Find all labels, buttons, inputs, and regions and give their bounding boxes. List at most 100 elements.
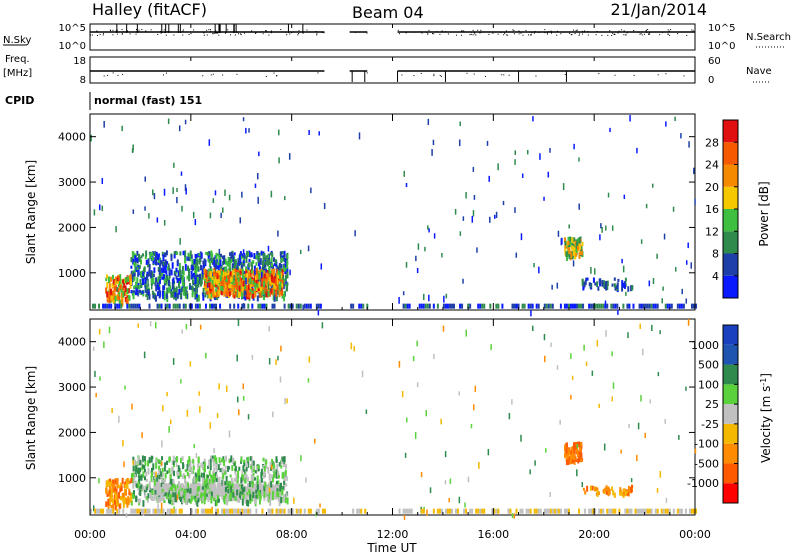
nsearch-point <box>93 31 95 33</box>
nsearch-point <box>208 29 210 31</box>
nsearch-point <box>475 34 477 36</box>
radar-pixel <box>255 498 258 502</box>
radar-pixel <box>220 253 223 258</box>
radar-pixel <box>207 465 210 469</box>
radar-pixel <box>128 480 131 484</box>
radar-pixel <box>164 492 167 496</box>
radar-pixel <box>185 187 187 195</box>
radar-pixel <box>251 486 254 492</box>
ground-pixel <box>229 303 232 309</box>
radar-pixel <box>656 488 659 493</box>
nsearch-point <box>691 29 693 31</box>
radar-pixel <box>690 262 692 269</box>
radar-pixel <box>253 265 256 270</box>
radar-pixel <box>354 230 356 237</box>
ground-pixel <box>204 508 207 514</box>
nsearch-point <box>646 32 648 34</box>
nsearch-point <box>210 30 212 32</box>
radar-pixel <box>227 465 230 472</box>
ground-pixel <box>291 508 294 514</box>
radar-pixel <box>266 281 269 288</box>
radar-pixel <box>187 459 190 465</box>
nsearch-point <box>145 30 147 32</box>
radar-pixel <box>200 462 203 468</box>
radar-pixel <box>621 280 624 287</box>
radar-pixel <box>257 273 260 279</box>
radar-pixel <box>490 344 492 351</box>
radar-pixel <box>188 498 191 503</box>
radar-pixel <box>155 284 158 292</box>
radar-pixel <box>236 495 239 500</box>
radar-pixel <box>114 479 117 485</box>
radar-pixel <box>579 248 582 255</box>
ground-pixel <box>295 303 298 309</box>
nsearch-point <box>316 33 318 35</box>
ground-pixel <box>610 508 613 514</box>
radar-pixel <box>221 488 224 495</box>
radar-pixel <box>118 504 121 509</box>
radar-pixel <box>265 291 268 298</box>
radar-pixel <box>134 474 137 479</box>
radar-pixel <box>163 261 166 268</box>
radar-pixel <box>608 488 611 495</box>
ground-pixel <box>202 508 205 514</box>
radar-pixel <box>98 328 101 335</box>
radar-pixel <box>228 261 231 269</box>
y-tick-label: 4000 <box>58 131 86 144</box>
ground-pixel <box>198 303 201 309</box>
radar-pixel <box>565 457 568 462</box>
radar-pixel <box>232 270 235 277</box>
ground-pixel <box>493 508 496 514</box>
radar-pixel <box>168 425 170 433</box>
radar-pixel <box>284 283 287 287</box>
radar-pixel <box>138 498 141 503</box>
radar-pixel <box>194 490 197 497</box>
radar-pixel <box>514 150 517 155</box>
ground-pixel <box>539 508 542 514</box>
radar-pixel <box>549 148 551 153</box>
ground-pixel <box>144 508 147 514</box>
ground-pixel <box>624 508 627 514</box>
radar-pixel <box>136 258 139 262</box>
velocity-colorbar-swatch <box>723 443 738 464</box>
radar-pixel <box>150 271 153 279</box>
radar-pixel <box>289 269 291 276</box>
radar-pixel <box>251 478 254 484</box>
radar-pixel <box>448 497 450 503</box>
radar-pixel <box>257 484 260 490</box>
radar-pixel <box>264 490 267 497</box>
radar-pixel <box>131 403 133 410</box>
velocity-colorbar-swatch <box>723 423 738 444</box>
radar-pixel <box>588 282 591 287</box>
power-colorbar-tick-label: 28 <box>705 136 719 149</box>
radar-pixel <box>154 282 157 287</box>
radar-pixel <box>228 466 231 470</box>
radar-pixel <box>226 500 229 506</box>
ground-pixel <box>267 508 270 514</box>
radar-pixel <box>573 143 575 150</box>
radar-pixel <box>166 275 169 281</box>
radar-pixel <box>285 483 288 487</box>
radar-pixel <box>609 127 611 133</box>
radar-pixel <box>465 329 467 337</box>
radar-pixel <box>286 497 289 505</box>
ground-pixel <box>406 303 409 309</box>
radar-pixel <box>127 294 130 300</box>
radar-pixel <box>258 494 261 499</box>
radar-pixel <box>307 378 310 383</box>
ground-pixel <box>166 303 169 309</box>
nsearch-point <box>115 30 117 32</box>
radar-pixel <box>201 496 204 501</box>
radar-pixel <box>212 257 215 264</box>
radar-pixel <box>134 267 137 273</box>
ground-pixel <box>630 508 633 514</box>
radar-pixel <box>116 287 118 292</box>
radar-pixel <box>176 488 179 495</box>
radar-pixel <box>276 284 279 291</box>
radar-pixel <box>272 463 275 470</box>
radar-pixel <box>207 279 210 284</box>
radar-pixel <box>245 473 248 479</box>
radar-pixel <box>565 449 568 455</box>
radar-pixel <box>182 276 185 283</box>
ground-pixel <box>160 508 163 514</box>
